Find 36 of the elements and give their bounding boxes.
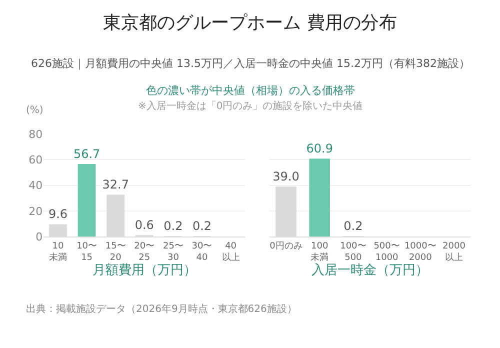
x-tick-label: 2000 以上 (442, 241, 466, 263)
x-tick-label: 20〜 25 (134, 241, 155, 263)
x-axis-title: 月額費用（万円） (92, 263, 196, 278)
x-tick-label: 100〜 500 (340, 241, 366, 263)
x-tick-label: 25〜 30 (162, 241, 184, 263)
x-tick-label: 0円のみ (270, 241, 302, 252)
data-label: 32.7 (102, 178, 129, 192)
x-axis-title: 入居一時金（万円） (312, 263, 428, 278)
x-tick-label: 15〜 20 (105, 241, 126, 263)
source-note: 出典：掲載施設データ（2026年9月時点・東京都626施設） (26, 303, 297, 315)
x-tick-label: 40 以上 (222, 241, 240, 263)
x-tick-label: 30〜 40 (192, 241, 212, 263)
data-label: 9.6 (48, 207, 68, 222)
y-tick-label: 80 (28, 128, 43, 141)
x-tick-label: 500〜 1000 (374, 241, 400, 263)
text: ※入居一時金は「0円のみ」の施設を除いた中央値 (138, 100, 363, 112)
data-label: 0.2 (344, 219, 363, 234)
chart-subtitle: 626施設｜月額費用の中央値 13.5万円／入居一時金の中央値 15.2万円（有料382施設） (31, 57, 470, 70)
data-label: 0.6 (134, 218, 154, 232)
data-label: 0.2 (192, 219, 212, 234)
data-label: 0.2 (164, 219, 183, 234)
bar (78, 164, 96, 236)
x-tick-label: 100 未満 (310, 241, 329, 263)
y-axis-title: (%) (26, 105, 44, 116)
x-tick-label: 10〜 15 (76, 241, 98, 263)
text: 色の濃い帯が中央値（相場）の入る価格帯 (146, 84, 355, 97)
data-label: 60.9 (306, 142, 333, 156)
x-tick-label: 10 未満 (49, 241, 67, 263)
data-label: 39.0 (272, 170, 300, 184)
y-tick-label: 20 (28, 204, 43, 218)
y-tick-label: 60 (28, 154, 43, 167)
chart-title: 東京都のグループホーム 費用の分布 (103, 12, 397, 34)
y-tick-label: 0 (36, 230, 43, 244)
y-tick-label: 40 (28, 179, 43, 192)
x-tick-label: 1000〜 2000 (404, 241, 436, 263)
data-label: 56.7 (73, 146, 100, 161)
